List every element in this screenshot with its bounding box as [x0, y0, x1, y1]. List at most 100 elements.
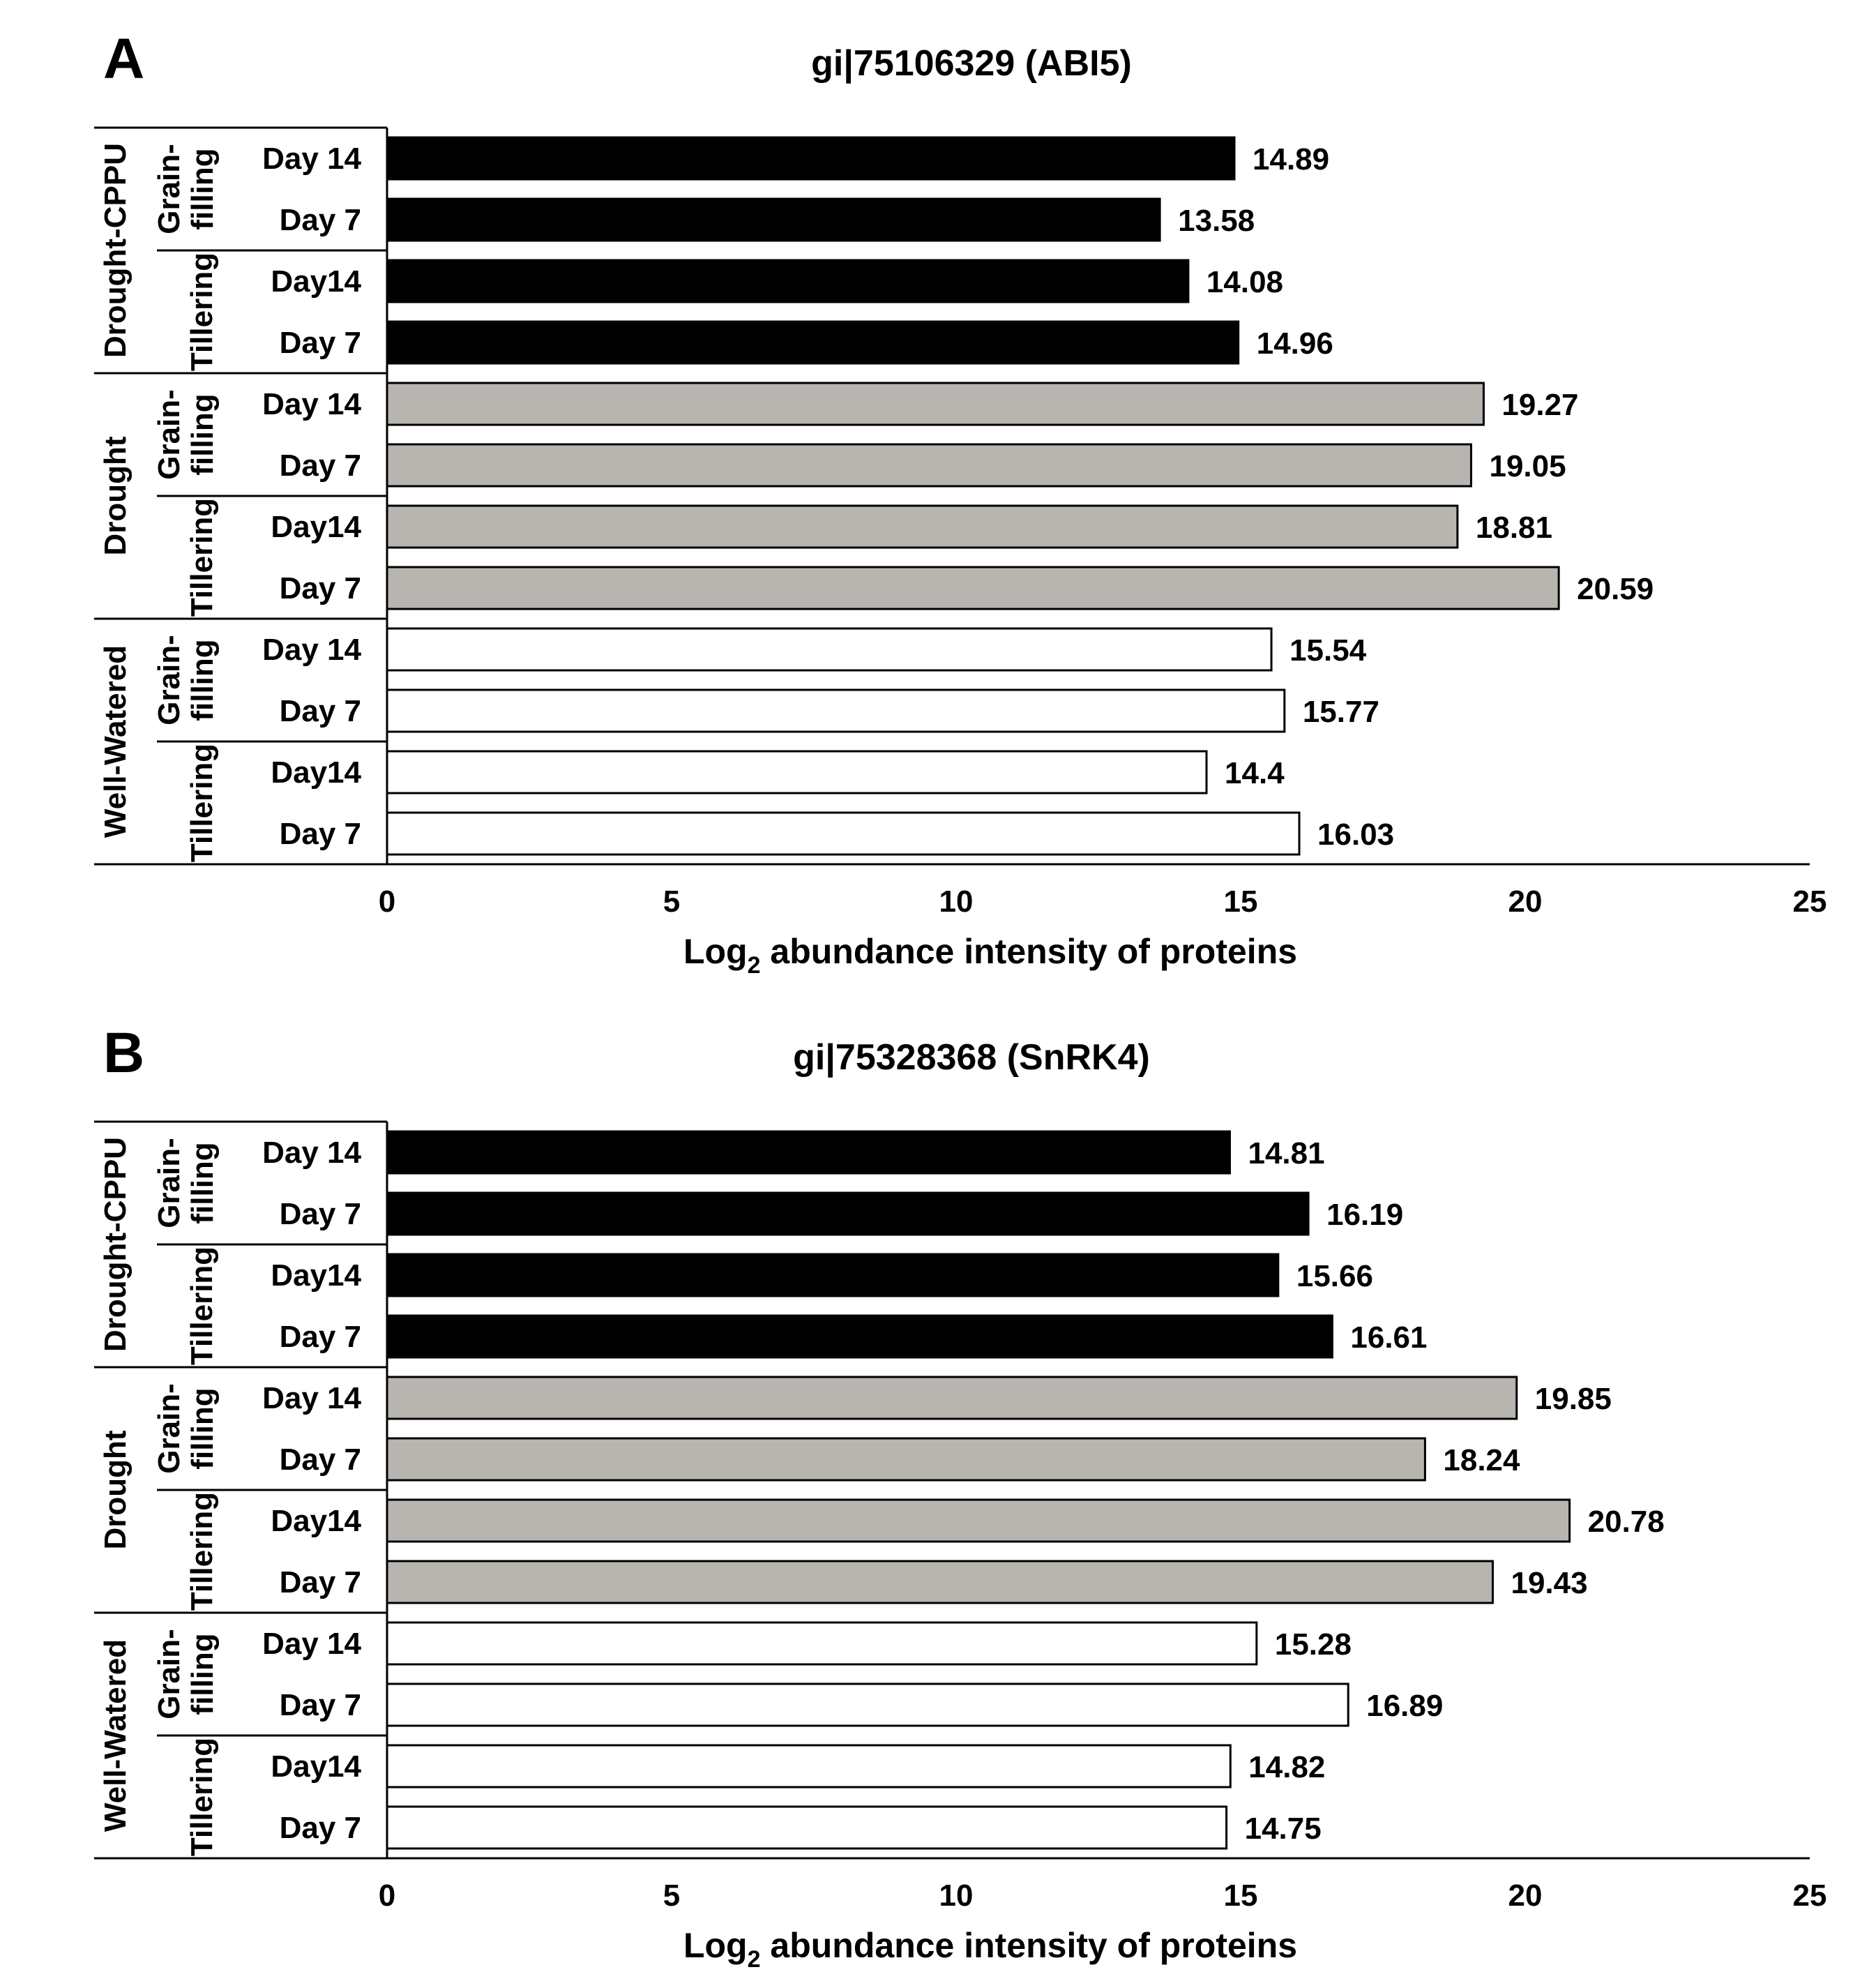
bar — [386, 1253, 1280, 1297]
tick-label: 0 — [379, 1878, 395, 1913]
value-label: 14.75 — [1245, 1812, 1322, 1846]
x-axis-label: Log2 abundance intensity of proteins — [683, 1926, 1297, 1973]
value-label: 18.81 — [1476, 511, 1552, 545]
bar — [386, 811, 1301, 856]
bar — [386, 1621, 1258, 1666]
category-label: Day 14 — [262, 1136, 361, 1170]
bar — [386, 259, 1190, 303]
category-label: Day 14 — [262, 633, 361, 667]
value-label: 19.05 — [1489, 449, 1566, 483]
value-label: 15.77 — [1303, 695, 1379, 729]
bar — [386, 1191, 1310, 1236]
category-label: Day14 — [271, 1258, 361, 1293]
bar — [386, 627, 1273, 672]
value-label: 20.78 — [1588, 1505, 1665, 1539]
category-label: Day 7 — [280, 1811, 361, 1845]
category-label: Day14 — [271, 755, 361, 790]
chart-title: gi|75328368 (SnRK4) — [793, 1037, 1150, 1078]
category-label: Day 7 — [280, 1688, 361, 1722]
bar — [386, 688, 1286, 733]
category-label: Day 7 — [280, 571, 361, 605]
category-label: Day 7 — [280, 1320, 361, 1354]
category-label: Day14 — [271, 510, 361, 544]
value-label: 19.27 — [1501, 388, 1578, 422]
group-label: Drought — [98, 1430, 133, 1549]
bar — [386, 320, 1240, 365]
category-label: Day 14 — [262, 142, 361, 176]
bar — [386, 197, 1161, 242]
bar — [386, 1682, 1349, 1727]
value-label: 14.08 — [1206, 265, 1283, 299]
group-label: Well-Watered — [98, 645, 133, 838]
category-label: Day14 — [271, 264, 361, 299]
tick-label: 15 — [1224, 1878, 1258, 1913]
value-label: 16.03 — [1317, 818, 1394, 852]
value-label: 15.28 — [1275, 1627, 1352, 1662]
bar — [386, 1744, 1232, 1789]
bar — [386, 1560, 1494, 1604]
stage-label: Grain-filling — [152, 635, 220, 725]
value-label: 16.89 — [1366, 1689, 1443, 1723]
value-label: 20.59 — [1577, 572, 1654, 606]
bar — [386, 443, 1472, 488]
bar — [386, 504, 1459, 549]
tick-label: 15 — [1224, 884, 1258, 919]
stage-label: Tillering — [185, 744, 219, 862]
value-label: 15.66 — [1296, 1259, 1373, 1293]
stage-label: Grain-filling — [152, 144, 220, 234]
stage-label: Tillering — [185, 1492, 219, 1611]
category-label: Day 14 — [262, 387, 361, 421]
bar — [386, 1437, 1426, 1482]
tick-label: 20 — [1508, 884, 1543, 919]
tick-label: 5 — [663, 1878, 680, 1913]
bar — [386, 136, 1236, 181]
x-axis-label: Log2 abundance intensity of proteins — [683, 932, 1297, 979]
bar — [386, 750, 1208, 795]
category-label: Day 7 — [280, 326, 361, 360]
category-label: Day 7 — [280, 817, 361, 851]
panel-letter: B — [103, 1021, 144, 1085]
stage-label: Tillering — [185, 1247, 219, 1365]
value-label: 18.24 — [1443, 1443, 1520, 1477]
category-label: Day 7 — [280, 1443, 361, 1477]
panel-letter: A — [103, 27, 144, 91]
stage-label: Tillering — [185, 498, 219, 617]
group-label: Drought — [98, 436, 133, 555]
value-label: 14.96 — [1257, 326, 1333, 361]
value-label: 19.85 — [1535, 1382, 1612, 1416]
bar — [386, 382, 1485, 426]
bar — [386, 1376, 1518, 1420]
bar — [386, 1314, 1333, 1359]
stage-label: Grain-filling — [152, 1138, 220, 1228]
category-label: Day 7 — [280, 449, 361, 483]
category-label: Day14 — [271, 1749, 361, 1784]
value-label: 14.89 — [1253, 142, 1329, 176]
value-label: 16.61 — [1350, 1320, 1427, 1355]
category-label: Day 7 — [280, 1565, 361, 1599]
tick-label: 25 — [1793, 884, 1827, 919]
category-label: Day 7 — [280, 694, 361, 728]
category-label: Day 7 — [280, 203, 361, 237]
bar — [386, 566, 1560, 610]
tick-label: 5 — [663, 884, 680, 919]
tick-label: 10 — [939, 884, 974, 919]
tick-label: 20 — [1508, 1878, 1543, 1913]
category-label: Day14 — [271, 1504, 361, 1538]
category-label: Day 7 — [280, 1197, 361, 1231]
tick-label: 0 — [379, 884, 395, 919]
group-label: Drought-CPPU — [98, 143, 133, 358]
stage-label: Grain-filling — [152, 1383, 220, 1474]
bar — [386, 1498, 1571, 1543]
chart-title: gi|75106329 (ABI5) — [811, 43, 1132, 84]
tick-label: 25 — [1793, 1878, 1827, 1913]
category-label: Day 14 — [262, 1381, 361, 1415]
value-label: 13.58 — [1178, 204, 1255, 238]
value-label: 14.4 — [1225, 756, 1285, 790]
value-label: 16.19 — [1326, 1198, 1403, 1232]
stage-label: Grain-filling — [152, 389, 220, 480]
bar — [386, 1805, 1228, 1850]
value-label: 14.82 — [1248, 1750, 1325, 1784]
